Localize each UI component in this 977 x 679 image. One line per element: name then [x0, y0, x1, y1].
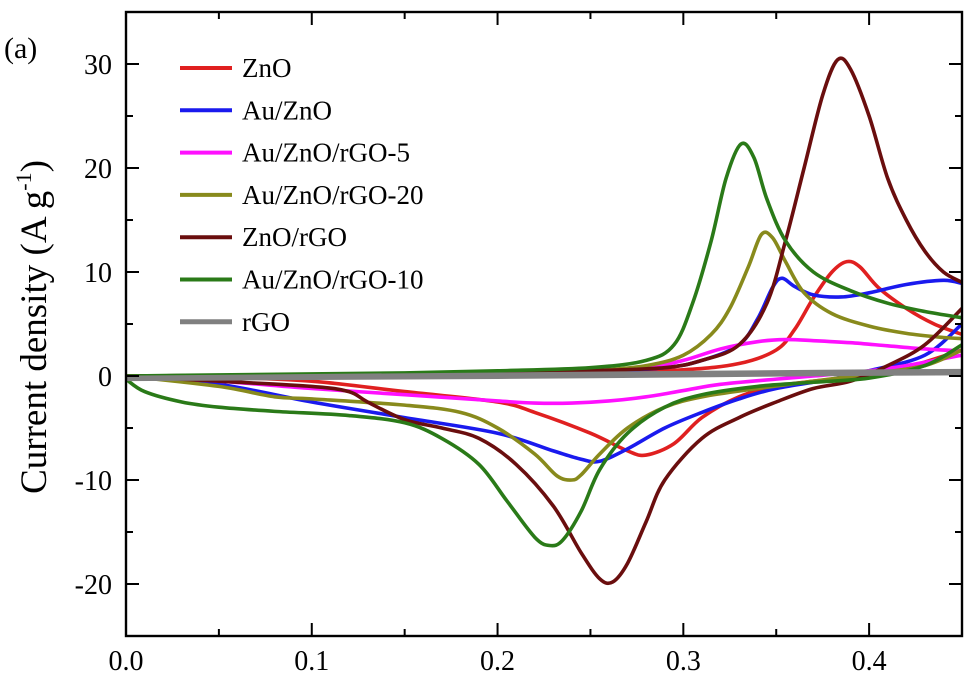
y-tick-label: 0 [98, 362, 112, 393]
y-axis-label-sup: -1 [11, 172, 36, 190]
legend-label: Au/ZnO/rGO-10 [242, 265, 423, 295]
x-tick-label: 0.3 [666, 646, 701, 677]
y-tick-label: -10 [75, 466, 112, 497]
legend-item: Au/ZnO/rGO-5 [180, 138, 410, 168]
ticks-layer: 0.0 0.1 0.2 0.3 0.4 -20 -10 0 10 20 30 [75, 11, 963, 677]
series-line-forward [126, 230, 962, 378]
legend-item: ZnO [180, 53, 292, 83]
panel-label: (a) [4, 32, 37, 65]
legend-item: Au/ZnO/rGO-10 [180, 265, 423, 295]
series-line-forward [126, 368, 962, 381]
x-tick-label: 0.0 [109, 646, 144, 677]
legend-label: ZnO [242, 53, 292, 83]
series-6 [126, 141, 962, 548]
x-tick-label: 0.1 [294, 646, 329, 677]
series-7 [126, 368, 962, 382]
legend-label: ZnO/rGO [242, 222, 347, 252]
y-tick-label: 20 [84, 154, 112, 185]
y-tick-label: 10 [84, 258, 112, 289]
y-axis-label-main: Current density (A g [14, 191, 55, 494]
series-line-forward [126, 141, 962, 378]
series-layer [126, 56, 962, 586]
x-tick-label: 0.2 [480, 646, 515, 677]
legend-item: Au/ZnO/rGO-20 [180, 180, 423, 210]
series-line-reverse [126, 306, 962, 586]
legend-label: Au/ZnO/rGO-20 [242, 180, 423, 210]
legend-item: ZnO/rGO [180, 222, 347, 252]
legend-item: rGO [180, 307, 290, 337]
legend: ZnO Au/ZnO Au/ZnO/rGO-5 Au/ZnO/rGO-20 ZnO/rG… [180, 53, 423, 337]
legend-label: rGO [242, 307, 290, 337]
x-tick-label: 0.4 [852, 646, 887, 677]
y-axis-label: Current density (A g-1) [11, 160, 55, 494]
legend-label: Au/ZnO [242, 95, 332, 125]
legend-item: Au/ZnO [180, 95, 332, 125]
y-tick-label: -20 [75, 570, 112, 601]
series-line-reverse [126, 343, 962, 548]
y-axis-label-close: ) [14, 160, 55, 172]
y-tick-label: 30 [84, 50, 112, 81]
legend-label: Au/ZnO/rGO-5 [242, 138, 410, 168]
